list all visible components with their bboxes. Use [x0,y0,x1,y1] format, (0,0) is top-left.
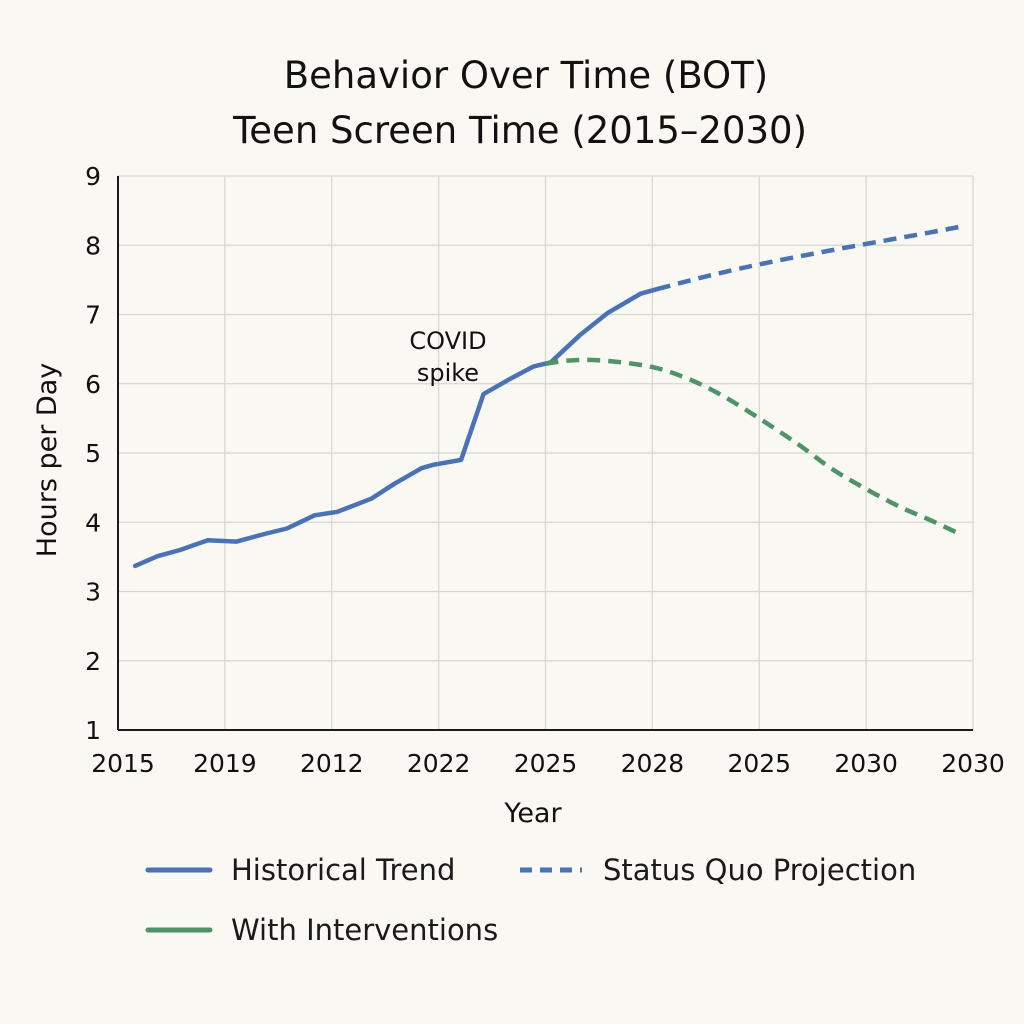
legend-label-with-interventions: With Interventions [231,913,498,947]
series-line-status-quo-projection [657,224,962,292]
x-tick-label: 2022 [407,749,471,778]
series-lines [132,224,963,569]
x-tick-label: 2025 [727,749,791,778]
y-tick-labels: 1 2 3 4 5 6 7 8 9 [85,162,101,745]
y-tick-label: 8 [85,231,101,260]
y-tick-label: 3 [85,578,101,607]
series-line-historical-trend [132,286,660,569]
y-axis-title: Hours per Day [32,363,63,557]
series-line-with-interventions [545,357,963,537]
annotation-line: spike [417,359,479,387]
x-tick-label: 2030 [941,749,1005,778]
y-tick-label: 5 [85,439,101,468]
x-tick-labels: 2015 2019 2012 2022 2025 2028 2025 2030 2030 [91,749,1005,778]
chart-subtitle: Teen Screen Time (2015–2030) [232,109,807,152]
x-tick-label: 2030 [834,749,898,778]
legend-label-historical-trend: Historical Trend [231,853,455,887]
y-tick-label: 2 [85,647,101,676]
x-tick-label: 2025 [514,749,578,778]
y-tick-label: 6 [85,370,101,399]
x-tick-label: 2019 [193,749,257,778]
y-tick-label: 1 [85,716,101,745]
grid [118,175,974,730]
legend-label-status-quo-projection: Status Quo Projection [603,853,916,887]
annotation-line: COVID [409,327,486,355]
y-tick-label: 4 [85,508,101,537]
x-tick-label: 2028 [621,749,685,778]
y-tick-label: 7 [85,301,101,330]
x-tick-label: 2015 [91,749,155,778]
chart-title: Behavior Over Time (BOT) [284,54,768,97]
x-tick-label: 2012 [300,749,364,778]
axes [117,176,973,731]
legend: Historical Trend Status Quo Projection Wit… [145,853,916,947]
covid-annotation: COVID spike [409,327,486,387]
y-tick-label: 9 [85,162,101,191]
x-axis-title: Year [503,798,562,829]
